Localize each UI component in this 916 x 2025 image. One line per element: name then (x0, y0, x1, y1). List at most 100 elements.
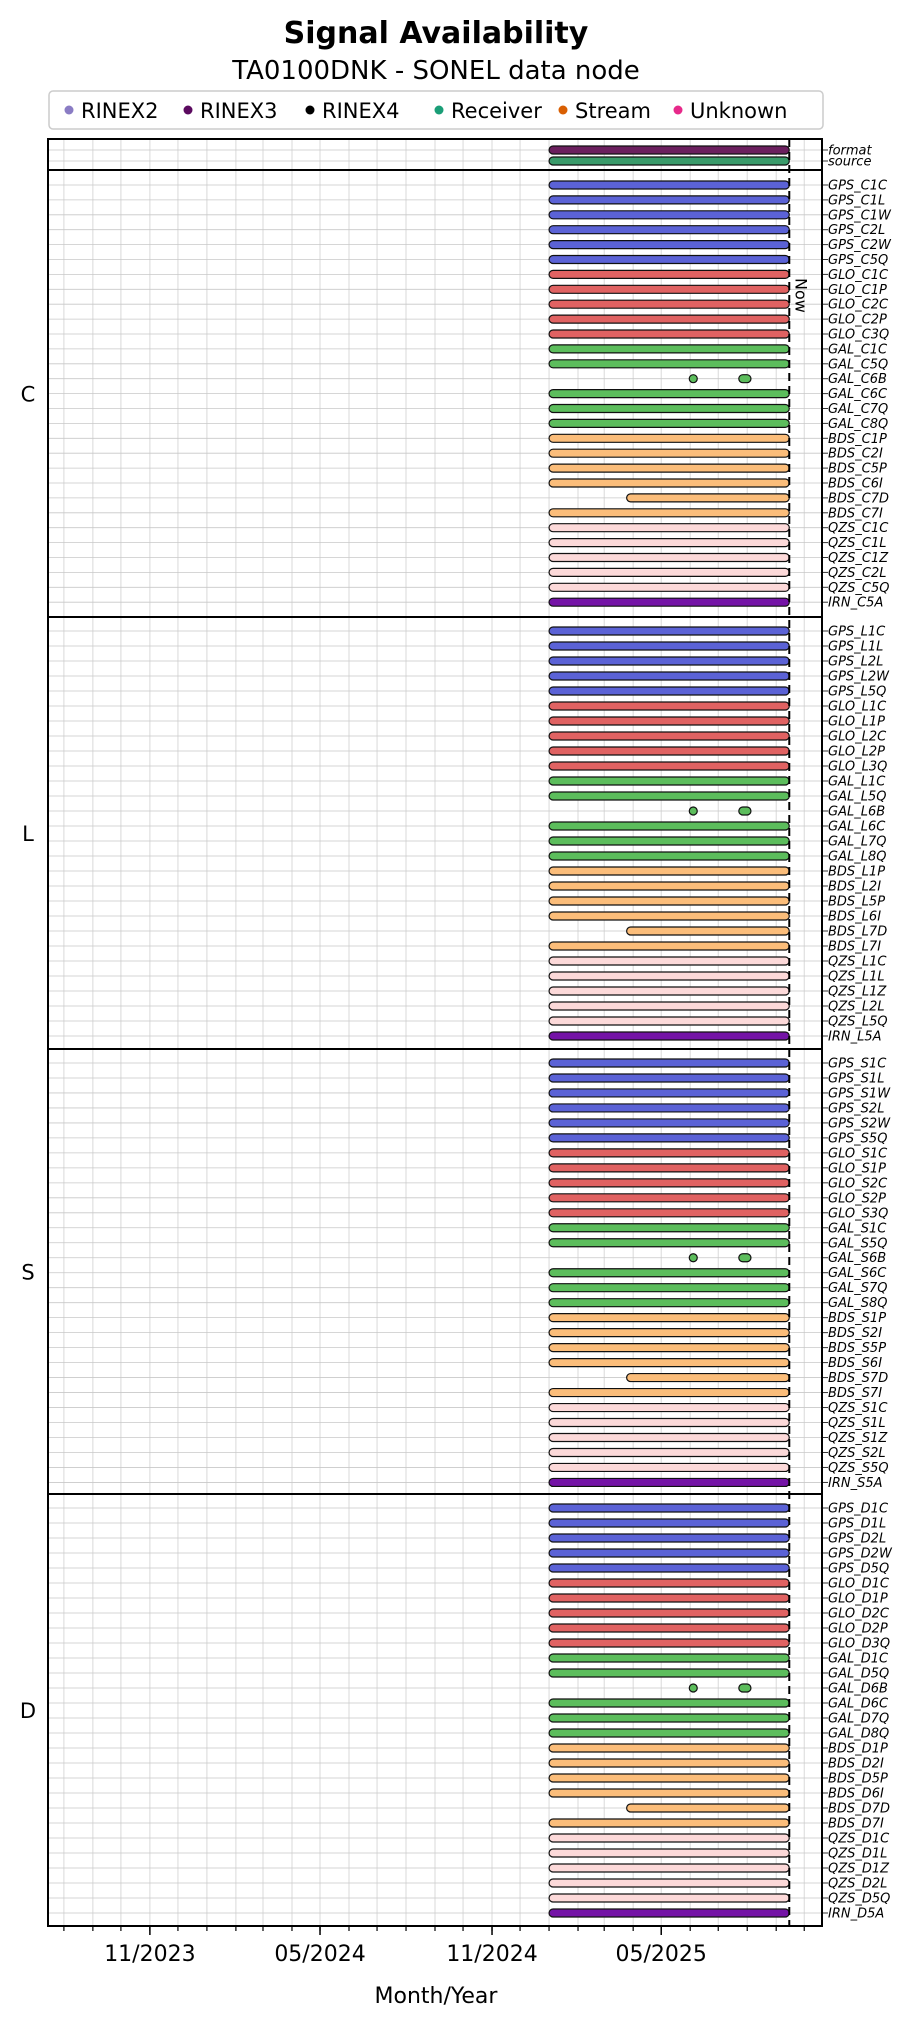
signal-label: BDS_C7I (828, 506, 883, 521)
availability-bar (548, 686, 790, 696)
signal-label: IRN_C5A (828, 596, 883, 611)
signal-label: GPS_D1L (828, 1517, 886, 1532)
signal-label: BDS_L6I (828, 910, 881, 925)
signal-label: GPS_S1W (828, 1086, 891, 1101)
availability-bar (548, 671, 790, 681)
signal-label: GLO_C2P (828, 313, 887, 328)
signal-label: GLO_S1C (828, 1146, 888, 1161)
availability-bar (738, 806, 752, 816)
availability-bar (548, 761, 790, 771)
availability-bar (548, 1058, 790, 1068)
x-tick-label: 05/2025 (616, 1942, 707, 1967)
signal-label: BDS_C6I (828, 477, 883, 492)
signal-label: GAL_S5Q (828, 1236, 887, 1251)
chart-subtitle: TA0100DNK - SONEL data node (231, 56, 640, 86)
signal-label: GLO_L2P (828, 745, 885, 760)
signal-label: GPS_C1C (828, 179, 888, 194)
availability-bar (548, 896, 790, 906)
availability-bar (548, 359, 790, 369)
signal-label: GLO_S2P (828, 1191, 886, 1206)
signal-label: BDS_S1P (828, 1311, 886, 1326)
signal-label: GAL_D8Q (828, 1727, 889, 1742)
signal-label: GPS_D1C (828, 1502, 889, 1517)
availability-bar (548, 1402, 790, 1413)
availability-bar (548, 1343, 790, 1353)
signal-label: BDS_C5P (828, 462, 887, 477)
availability-bar (548, 941, 790, 951)
signal-label: GAL_L5Q (828, 790, 886, 805)
availability-bar (548, 1698, 790, 1708)
signal-label: GPS_L5Q (828, 685, 886, 700)
availability-bar (548, 1031, 790, 1041)
signal-label: BDS_D1P (828, 1742, 888, 1757)
signal-label: GPS_D5Q (828, 1562, 889, 1577)
signal-label: QZS_S2L (828, 1446, 886, 1461)
availability-bar (548, 1788, 790, 1798)
signal-label: GLO_S1P (828, 1161, 886, 1176)
signal-label: BDS_L2I (828, 880, 881, 895)
signal-label: GAL_D6B (828, 1682, 888, 1697)
availability-bar (548, 1417, 790, 1428)
x-axis: 11/2023 05/2024 11/2024 05/2025 (63, 1926, 805, 1967)
availability-bar (548, 1653, 790, 1663)
signal-label: GPS_L1C (828, 625, 886, 640)
signal-label: BDS_C2I (828, 447, 883, 462)
signal-label: GPS_L2L (828, 655, 883, 670)
availability-bar (548, 389, 790, 399)
group-label: L (22, 822, 34, 846)
availability-bar (548, 478, 790, 488)
signal-label: GPS_S2W (828, 1116, 891, 1131)
availability-bar (548, 1387, 790, 1398)
availability-bar (548, 1148, 790, 1158)
availability-bar (548, 1548, 790, 1558)
signal-label: BDS_D7D (828, 1802, 890, 1817)
availability-bar (548, 448, 790, 458)
availability-bar (548, 225, 790, 235)
availability-bar (548, 552, 790, 563)
signal-label: GAL_C5Q (828, 357, 888, 372)
signal-label: BDS_D7I (828, 1817, 884, 1832)
signal-label: QZS_C1C (828, 521, 889, 536)
signal-label: GLO_L2C (828, 730, 887, 745)
availability-bar (738, 374, 752, 384)
signal-label: IRN_D5A (828, 1907, 884, 1922)
availability-bar (548, 716, 790, 726)
availability-bar (548, 597, 790, 607)
signal-label: format (828, 144, 873, 159)
availability-bar (548, 537, 790, 548)
signal-label: GPS_C2L (828, 223, 885, 238)
availability-bar (548, 433, 790, 443)
x-tick-label: 11/2024 (446, 1942, 537, 1967)
availability-bar (548, 821, 790, 831)
availability-bar (548, 1758, 790, 1768)
availability-bar (548, 1608, 790, 1618)
legend-marker (64, 105, 74, 115)
availability-bar (626, 926, 790, 936)
availability-bar (548, 1503, 790, 1513)
legend-label: RINEX4 (322, 99, 400, 123)
availability-bar (548, 911, 790, 921)
signal-label: GAL_D6C (828, 1697, 889, 1712)
availability-bar (548, 1208, 790, 1218)
signal-label: GPS_C1W (828, 208, 892, 223)
signal-label: GPS_C5Q (828, 253, 888, 268)
signal-label: GAL_C1C (828, 342, 888, 357)
availability-bar (548, 254, 790, 265)
signal-label: GAL_C6B (828, 372, 887, 387)
availability-bar (548, 240, 790, 250)
availability-bar (548, 314, 790, 324)
signal-label: QZS_L1C (828, 955, 887, 970)
chart-title: Signal Availability (284, 16, 589, 51)
signal-label: QZS_D2L (828, 1877, 887, 1892)
availability-bar (548, 1477, 790, 1488)
availability-bar (548, 284, 790, 294)
availability-bar (548, 1848, 790, 1858)
availability-bar (548, 269, 790, 279)
availability-bar (548, 403, 790, 414)
availability-bar (548, 156, 790, 166)
signal-label: BDS_D2I (828, 1757, 884, 1772)
availability-bar (548, 582, 790, 592)
availability-bar (548, 1908, 790, 1918)
